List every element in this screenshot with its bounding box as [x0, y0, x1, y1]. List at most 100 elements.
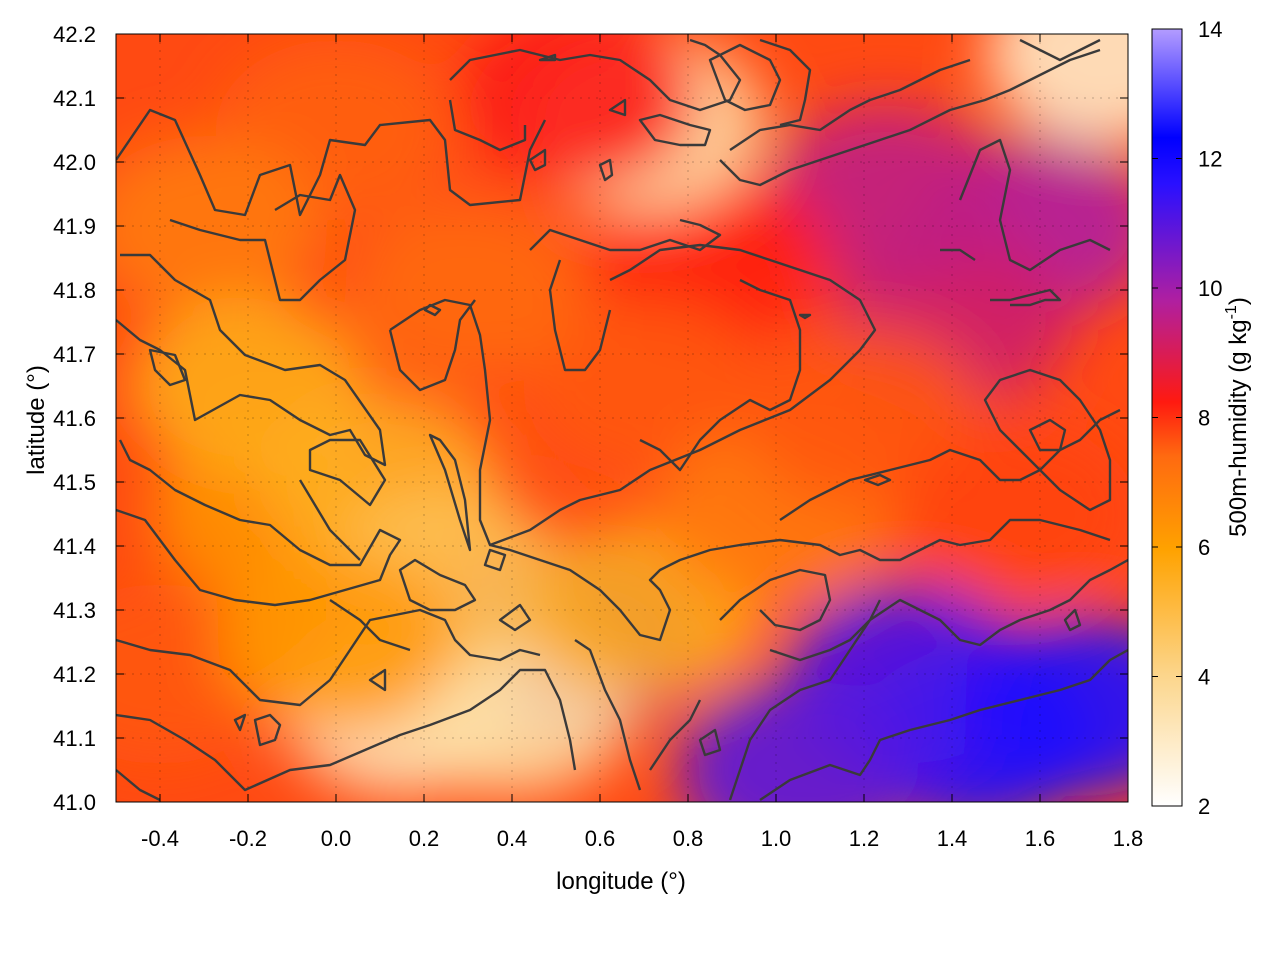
contour-line: [1019, 38, 1101, 62]
contour-line: [308, 438, 387, 507]
x-tick-label: 1.0: [761, 826, 792, 851]
colorbar-tick-label: 10: [1198, 276, 1222, 301]
x-tick-label: 1.2: [849, 826, 880, 851]
contour-line: [639, 278, 802, 472]
contour-line: [940, 248, 976, 261]
y-tick-label: 42.1: [53, 86, 96, 111]
plot-area: -0.4 -0.2 0.0 0.2 0.4 0.6 0.8 1.0 1.2 1.4 1.6 1.8 4…: [53, 22, 1143, 851]
colorbar-tick-label: 12: [1198, 147, 1222, 172]
contour-line: [759, 648, 1128, 801]
colorbar: 2 4 6 8 10 12 14 500m-humidity (g kg-1): [1151, 17, 1252, 819]
field-sample: [986, 34, 1128, 144]
contour-line: [116, 439, 402, 607]
colorbar-label-text: 500m-humidity (g kg: [1225, 319, 1252, 536]
y-tick-label: 41.8: [53, 278, 96, 303]
contour-line: [719, 48, 1101, 187]
contour-line: [1028, 418, 1067, 452]
contour-line: [698, 728, 722, 757]
contour-line: [489, 518, 1111, 642]
y-tick-label: 42.2: [53, 22, 96, 47]
contour-line: [423, 303, 442, 317]
contour-line: [1063, 608, 1082, 632]
contour-line: [538, 53, 557, 62]
y-axis-tick-labels: 41.0 41.1 41.2 41.3 41.4 41.5 41.6 41.7 41.8 41.9…: [53, 22, 96, 815]
contour-line: [574, 639, 642, 791]
contour-line: [398, 558, 477, 612]
contour-line: [116, 769, 161, 802]
x-tick-label: 0.8: [673, 826, 704, 851]
y-tick-label: 41.9: [53, 214, 96, 239]
contour-line: [449, 38, 742, 112]
contour-line: [649, 699, 702, 771]
y-tick-label: 41.6: [53, 406, 96, 431]
colorbar-tick-label: 8: [1198, 406, 1210, 431]
contour-line: [116, 108, 547, 217]
contour-line: [169, 173, 357, 302]
x-axis-tick-labels: -0.4 -0.2 0.0 0.2 0.4 0.6 0.8 1.0 1.2 1.4 1.6 1.8: [141, 826, 1143, 851]
x-tick-label: 1.4: [937, 826, 968, 851]
contour-line: [729, 58, 971, 151]
contour-line: [548, 259, 612, 372]
contour-line: [779, 408, 1121, 521]
x-tick-label: 0.0: [321, 826, 352, 851]
field-sample: [524, 296, 764, 476]
contour-line: [529, 218, 722, 252]
x-tick-label: 0.4: [497, 826, 528, 851]
contour-line: [368, 668, 387, 692]
colorbar-tick-labels: 2 4 6 8 10 12 14: [1198, 17, 1222, 819]
contour-line: [798, 313, 812, 320]
field-sample: [216, 552, 456, 732]
x-tick-label: 0.6: [585, 826, 616, 851]
contour-line: [728, 558, 1128, 801]
colorbar-tick-label: 6: [1198, 535, 1210, 560]
colorbar-tick-label: 4: [1198, 665, 1210, 690]
contour-line: [253, 713, 282, 747]
y-tick-label: 41.4: [53, 534, 96, 559]
colorbar-label-close: ): [1225, 297, 1252, 305]
contour-line: [719, 568, 832, 632]
x-tick-label: 1.8: [1113, 826, 1144, 851]
contour-line: [116, 608, 541, 707]
field-sample: [964, 616, 1128, 796]
contour-line: [498, 603, 532, 632]
contour-line: [863, 473, 892, 487]
x-tick-label: 0.2: [409, 826, 440, 851]
contour-line: [448, 99, 527, 152]
contour-line: [428, 433, 472, 552]
field-sample: [898, 424, 1128, 604]
x-tick-label: -0.2: [229, 826, 267, 851]
colorbar-ticks: [1152, 28, 1182, 807]
contour-line: [983, 368, 1112, 512]
colorbar-tick-label: 2: [1198, 794, 1210, 819]
contour-line: [116, 253, 387, 467]
contour-line: [608, 98, 627, 117]
contour-line: [708, 43, 782, 112]
y-tick-label: 41.3: [53, 598, 96, 623]
axis-ticks: [116, 33, 1129, 803]
field-sample: [678, 680, 918, 802]
y-tick-label: 41.5: [53, 470, 96, 495]
x-tick-label: 1.6: [1025, 826, 1056, 851]
contour-line: [298, 479, 361, 561]
colorbar-tick-label: 14: [1198, 17, 1222, 42]
contour-line: [388, 299, 476, 392]
x-tick-label: -0.4: [141, 826, 179, 851]
y-tick-label: 41.1: [53, 726, 96, 751]
contour-line: [116, 668, 577, 792]
y-tick-label: 41.0: [53, 790, 96, 815]
contour-line: [990, 288, 1062, 307]
contour-line: [528, 148, 547, 172]
contour-line: [769, 599, 882, 662]
contour-line: [148, 348, 187, 387]
y-axis-label: latitude (°): [23, 365, 50, 475]
x-axis-label: longitude (°): [556, 868, 686, 895]
y-tick-label: 41.7: [53, 342, 96, 367]
colorbar-label-exponent: -1: [1223, 305, 1240, 319]
contour-line: [638, 113, 712, 147]
field-sample: [348, 200, 588, 380]
contour-lines: [116, 38, 1128, 802]
contour-line: [958, 138, 1111, 272]
contour-line: [329, 599, 411, 652]
contour-line: [598, 158, 614, 182]
